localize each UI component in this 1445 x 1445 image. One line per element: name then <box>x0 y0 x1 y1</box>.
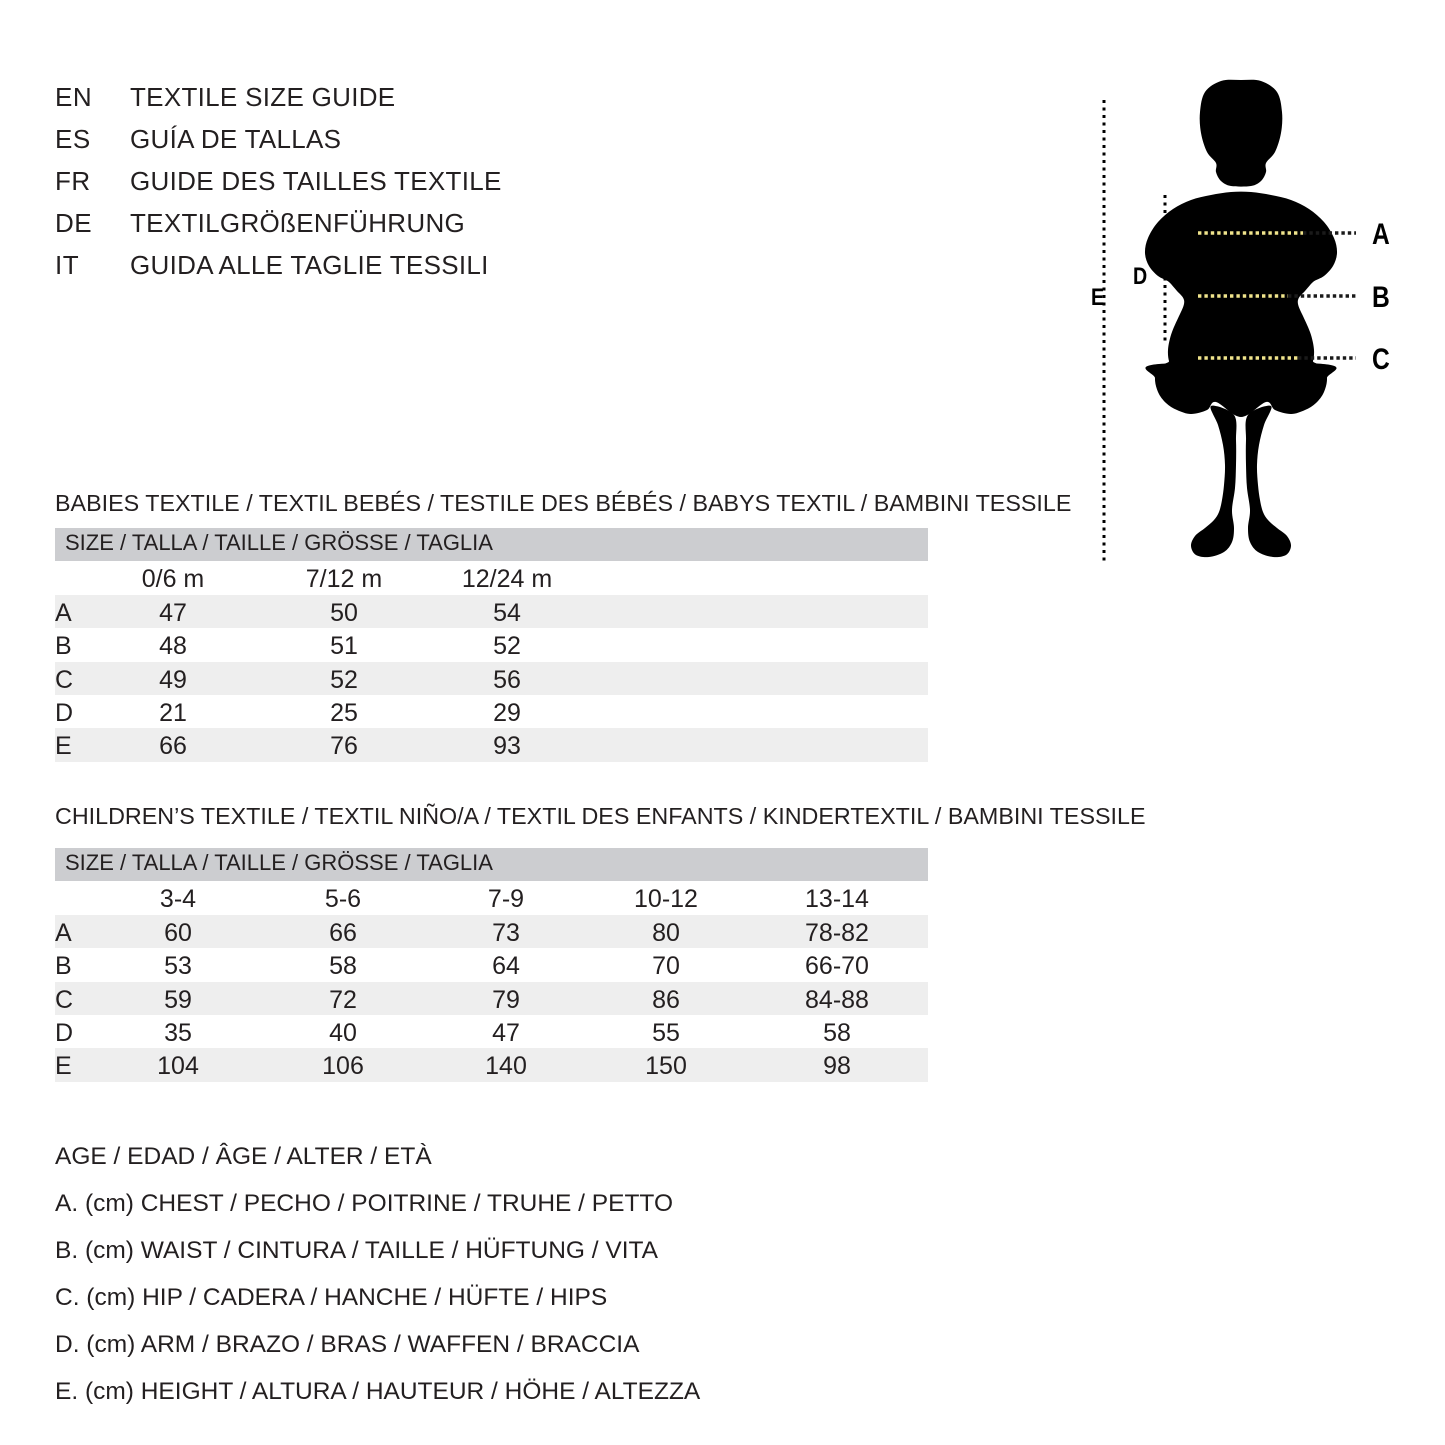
svg-text:B: B <box>1372 280 1390 314</box>
svg-text:E: E <box>1091 283 1104 310</box>
svg-text:A: A <box>1372 217 1390 251</box>
svg-text:C: C <box>1372 342 1390 376</box>
svg-text:D: D <box>1133 262 1147 289</box>
